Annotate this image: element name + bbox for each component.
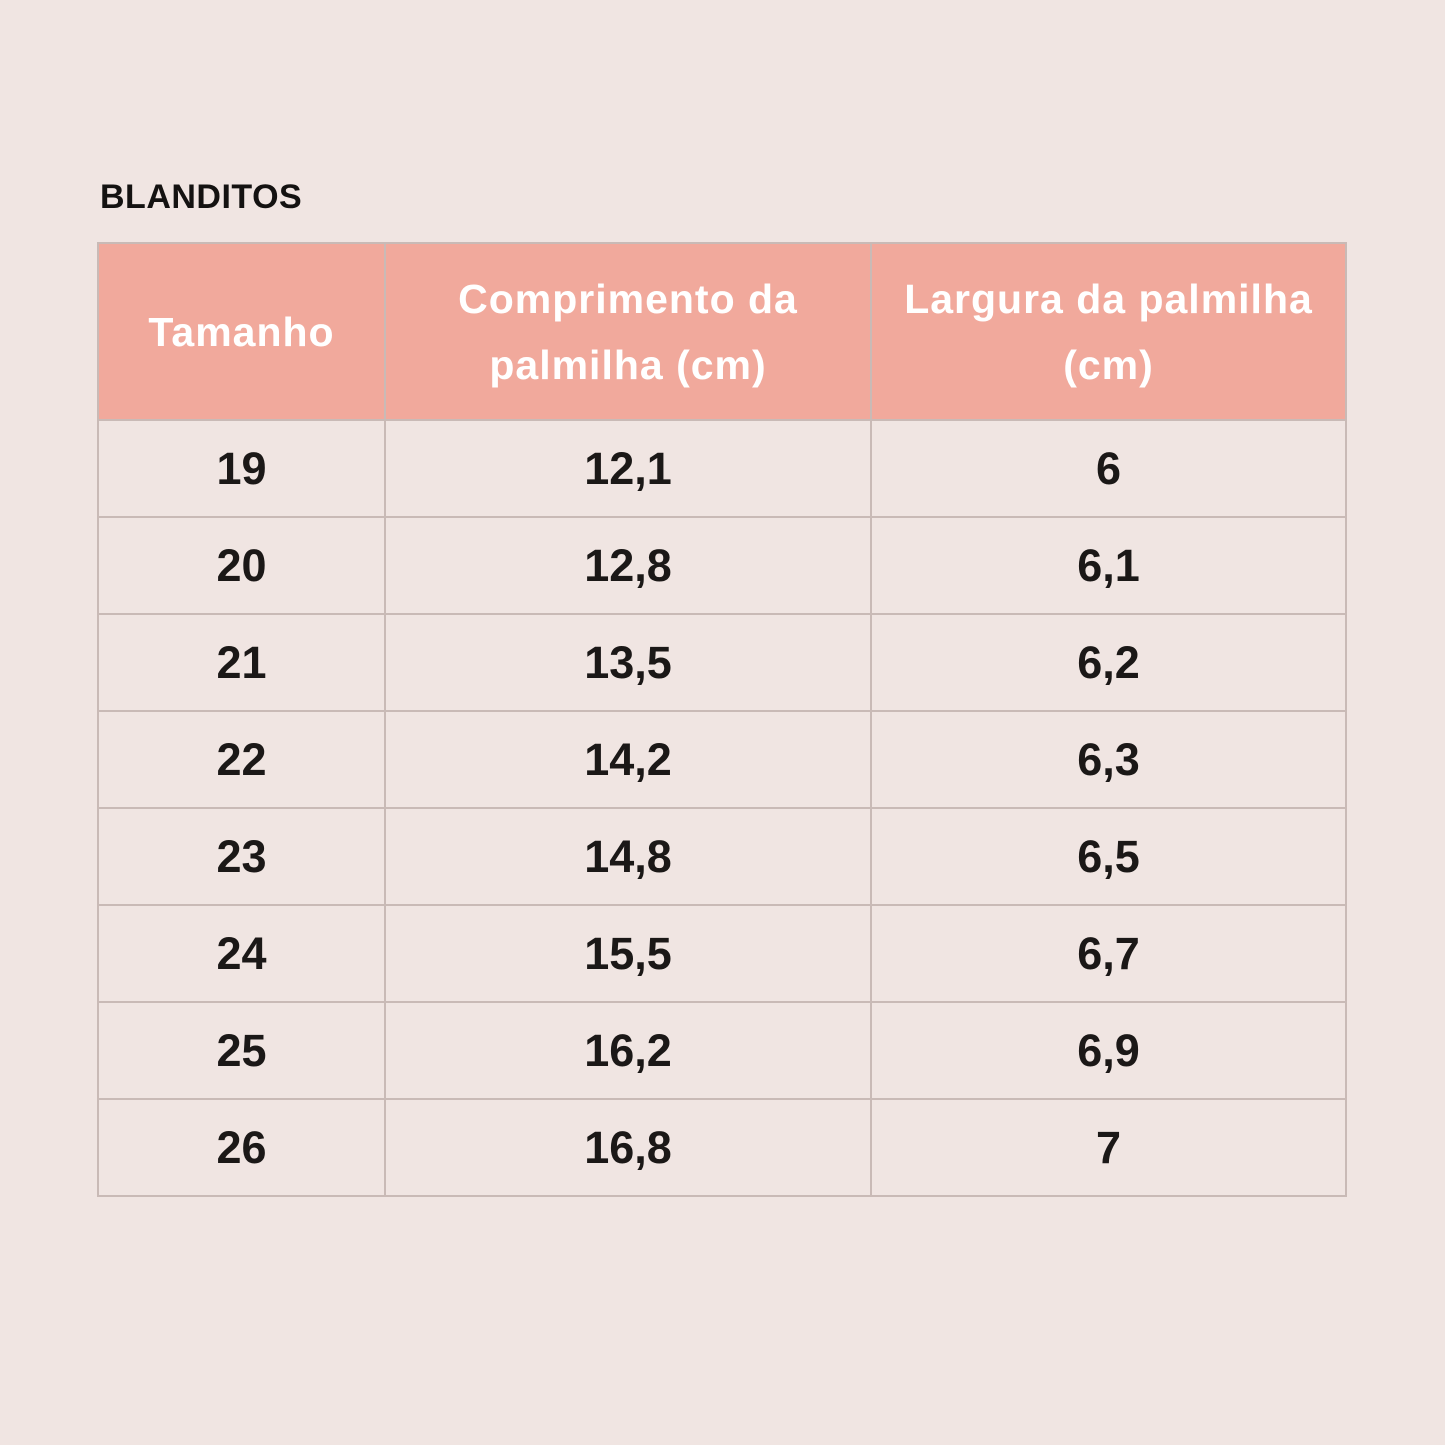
column-header-largura: Largura da palmilha (cm) [870, 242, 1347, 421]
cell-length: 12,8 [384, 516, 872, 615]
cell-size: 26 [97, 1098, 386, 1197]
cell-width: 6,5 [870, 807, 1347, 906]
column-header-tamanho: Tamanho [97, 242, 386, 421]
cell-length: 15,5 [384, 904, 872, 1003]
cell-width: 6,3 [870, 710, 1347, 809]
cell-size: 21 [97, 613, 386, 712]
cell-size: 20 [97, 516, 386, 615]
cell-size: 22 [97, 710, 386, 809]
table-row: 21 13,5 6,2 [97, 613, 1347, 712]
table-row: 24 15,5 6,7 [97, 904, 1347, 1003]
header-row: Tamanho Comprimento da palmilha (cm) Lar… [97, 242, 1347, 421]
table-row: 19 12,1 6 [97, 419, 1347, 518]
table-row: 26 16,8 7 [97, 1098, 1347, 1197]
cell-width: 6,1 [870, 516, 1347, 615]
page-title: BLANDITOS [100, 178, 303, 216]
cell-size: 23 [97, 807, 386, 906]
column-header-comprimento: Comprimento da palmilha (cm) [384, 242, 872, 421]
cell-length: 14,8 [384, 807, 872, 906]
cell-width: 6 [870, 419, 1347, 518]
cell-width: 6,7 [870, 904, 1347, 1003]
cell-length: 13,5 [384, 613, 872, 712]
table-header: Tamanho Comprimento da palmilha (cm) Lar… [97, 242, 1347, 421]
cell-width: 6,2 [870, 613, 1347, 712]
cell-length: 12,1 [384, 419, 872, 518]
table-row: 23 14,8 6,5 [97, 807, 1347, 906]
cell-length: 16,2 [384, 1001, 872, 1100]
cell-length: 16,8 [384, 1098, 872, 1197]
table-body: 19 12,1 6 20 12,8 6,1 21 13,5 6,2 22 14,… [97, 419, 1347, 1197]
table-row: 22 14,2 6,3 [97, 710, 1347, 809]
cell-size: 24 [97, 904, 386, 1003]
cell-width: 6,9 [870, 1001, 1347, 1100]
size-table: Tamanho Comprimento da palmilha (cm) Lar… [97, 242, 1347, 1197]
cell-length: 14,2 [384, 710, 872, 809]
cell-size: 25 [97, 1001, 386, 1100]
table-row: 20 12,8 6,1 [97, 516, 1347, 615]
cell-size: 19 [97, 419, 386, 518]
cell-width: 7 [870, 1098, 1347, 1197]
table-row: 25 16,2 6,9 [97, 1001, 1347, 1100]
